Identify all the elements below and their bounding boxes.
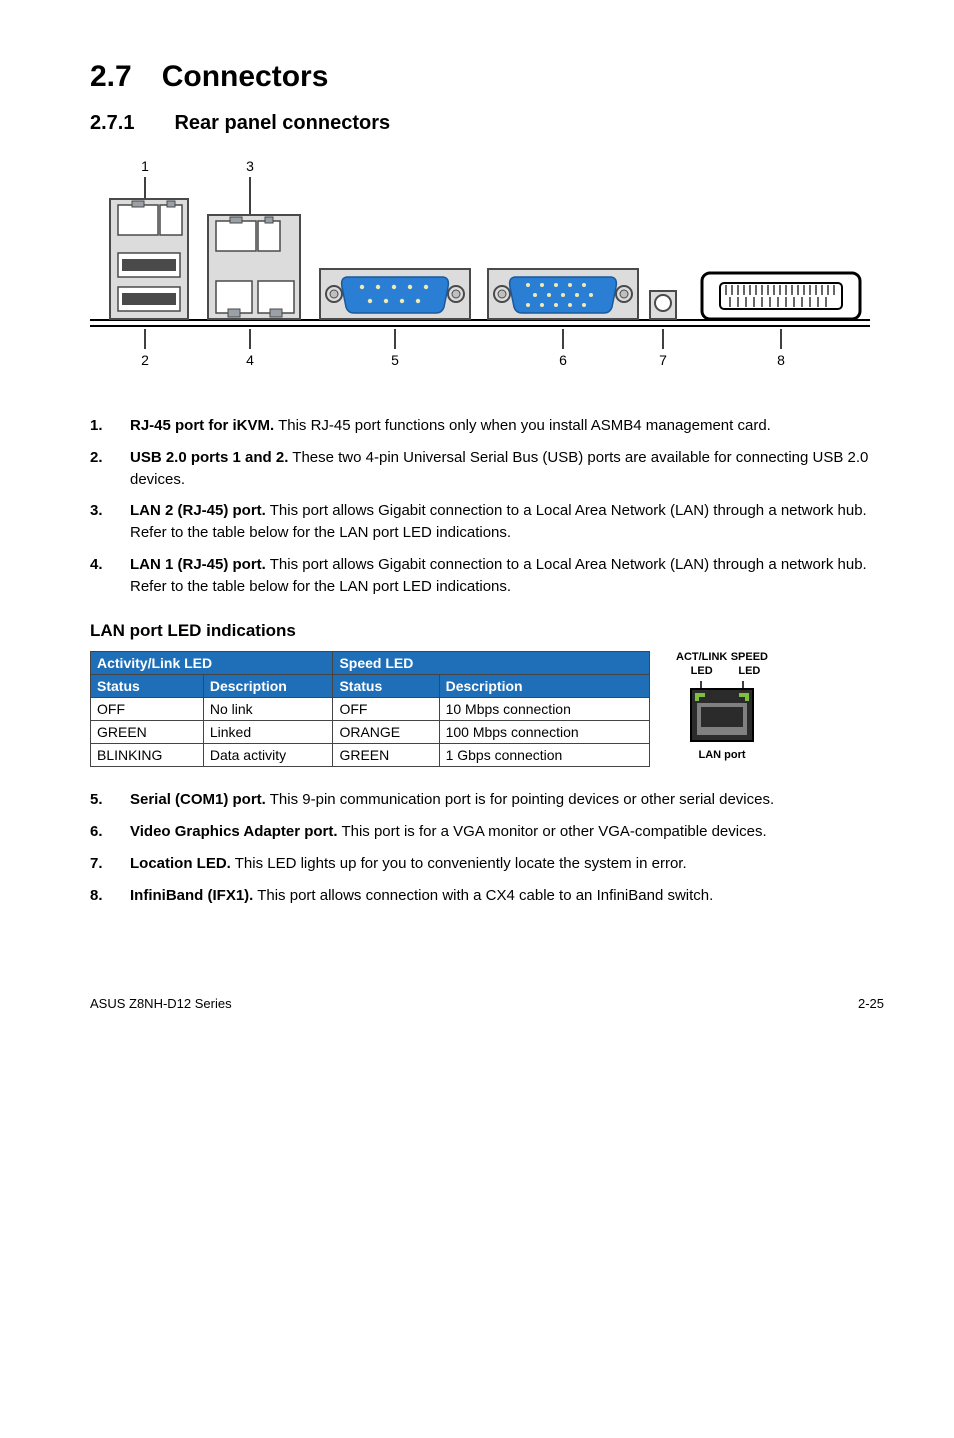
rj45-icon bbox=[687, 681, 757, 745]
feature-idx: 3. bbox=[90, 500, 130, 544]
page-footer: ASUS Z8NH-D12 Series 2-25 bbox=[90, 996, 884, 1011]
feature-idx: 7. bbox=[90, 853, 130, 875]
table-row: BLINKINGData activityGREEN1 Gbps connect… bbox=[91, 744, 650, 767]
footer-right: 2-25 bbox=[858, 996, 884, 1011]
port-block-left bbox=[110, 199, 188, 319]
feature-item: 5.Serial (COM1) port. This 9-pin communi… bbox=[90, 789, 884, 811]
diagram-label-5: 5 bbox=[391, 352, 399, 368]
features-top-list: 1.RJ-45 port for iKVM. This RJ-45 port f… bbox=[90, 415, 884, 597]
subsection-name: Rear panel connectors bbox=[174, 112, 390, 134]
features-bottom-list: 5.Serial (COM1) port. This 9-pin communi… bbox=[90, 789, 884, 906]
diagram-label-7: 7 bbox=[659, 352, 667, 368]
feature-text: Serial (COM1) port. This 9-pin communica… bbox=[130, 789, 884, 811]
feature-text: LAN 1 (RJ-45) port. This port allows Gig… bbox=[130, 554, 884, 598]
feature-text: LAN 2 (RJ-45) port. This port allows Gig… bbox=[130, 500, 884, 544]
diagram-label-8: 8 bbox=[777, 352, 785, 368]
table-row: GREENLinkedORANGE100 Mbps connection bbox=[91, 721, 650, 744]
feature-text: RJ-45 port for iKVM. This RJ-45 port fun… bbox=[130, 415, 884, 437]
led-table: Activity/Link LED Speed LED Status Descr… bbox=[90, 651, 650, 767]
feature-idx: 2. bbox=[90, 447, 130, 491]
led-col-desc: Description bbox=[439, 675, 649, 698]
feature-item: 1.RJ-45 port for iKVM. This RJ-45 port f… bbox=[90, 415, 884, 437]
led-col-status: Status bbox=[91, 675, 204, 698]
feature-text: Video Graphics Adapter port. This port i… bbox=[130, 821, 884, 843]
table-row: OFFNo linkOFF10 Mbps connection bbox=[91, 698, 650, 721]
section-title: 2.7 Connectors bbox=[90, 60, 884, 94]
footer-left: ASUS Z8NH-D12 Series bbox=[90, 996, 232, 1011]
feature-item: 7.Location LED. This LED lights up for y… bbox=[90, 853, 884, 875]
led-group-speed: Speed LED bbox=[333, 652, 650, 675]
feature-text: USB 2.0 ports 1 and 2. These two 4-pin U… bbox=[130, 447, 884, 491]
feature-idx: 5. bbox=[90, 789, 130, 811]
feature-item: 3.LAN 2 (RJ-45) port. This port allows G… bbox=[90, 500, 884, 544]
led-table-title: LAN port LED indications bbox=[90, 621, 884, 641]
led-col-status: Status bbox=[333, 675, 439, 698]
diagram-label-6: 6 bbox=[559, 352, 567, 368]
feature-text: InfiniBand (IFX1). This port allows conn… bbox=[130, 885, 884, 907]
diagram-label-4: 4 bbox=[246, 352, 254, 368]
diagram-label-1: 1 bbox=[141, 158, 149, 174]
port-block-lan bbox=[208, 215, 300, 319]
feature-idx: 8. bbox=[90, 885, 130, 907]
feature-idx: 4. bbox=[90, 554, 130, 598]
rear-panel-diagram: 1 3 bbox=[90, 157, 884, 387]
feature-idx: 1. bbox=[90, 415, 130, 437]
feature-item: 8.InfiniBand (IFX1). This port allows co… bbox=[90, 885, 884, 907]
feature-text: Location LED. This LED lights up for you… bbox=[130, 853, 884, 875]
port-serial bbox=[320, 269, 470, 319]
led-group-activity: Activity/Link LED bbox=[91, 652, 333, 675]
led-col-desc: Description bbox=[203, 675, 333, 698]
diagram-label-2: 2 bbox=[141, 352, 149, 368]
feature-item: 4.LAN 1 (RJ-45) port. This port allows G… bbox=[90, 554, 884, 598]
section-name: Connectors bbox=[162, 60, 329, 93]
lan-port-caption: LAN port bbox=[676, 749, 768, 763]
feature-item: 2.USB 2.0 ports 1 and 2. These two 4-pin… bbox=[90, 447, 884, 491]
lan-port-figure: ACT/LINKLED SPEEDLED LAN port bbox=[676, 651, 768, 762]
section-number: 2.7 bbox=[90, 60, 132, 94]
feature-item: 6.Video Graphics Adapter port. This port… bbox=[90, 821, 884, 843]
rear-panel-svg: 1 3 bbox=[90, 157, 870, 387]
diagram-label-3: 3 bbox=[246, 158, 254, 174]
feature-idx: 6. bbox=[90, 821, 130, 843]
subsection-title: 2.7.1 Rear panel connectors bbox=[90, 112, 884, 135]
port-infiniband bbox=[702, 273, 860, 319]
port-vga bbox=[488, 269, 638, 319]
subsection-number: 2.7.1 bbox=[90, 112, 134, 135]
port-location-led bbox=[650, 291, 676, 319]
